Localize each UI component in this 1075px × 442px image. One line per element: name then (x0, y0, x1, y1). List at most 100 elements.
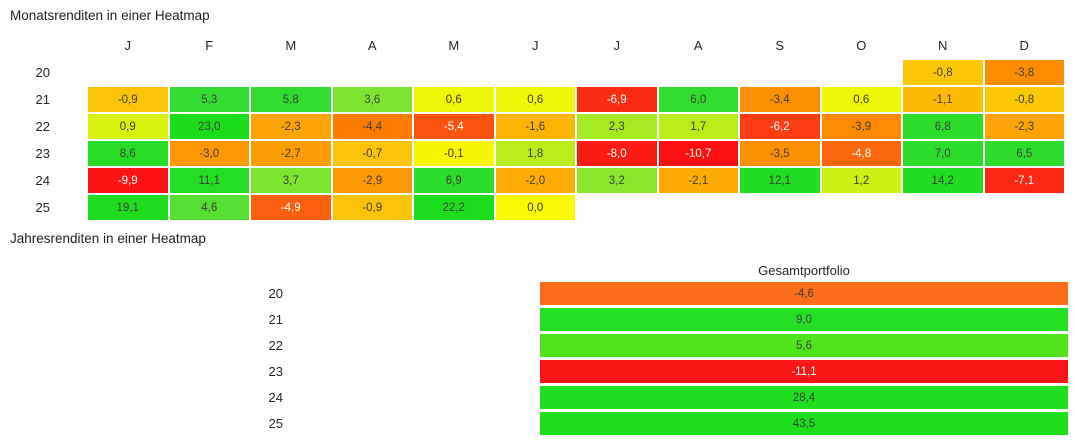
monthly-corner-spacer (0, 33, 86, 58)
empty-cell (88, 60, 168, 85)
monthly-return-cell[interactable]: 3,2 (577, 168, 657, 193)
yearly-heatmap-column-header: Gesamtportfolio (758, 262, 850, 278)
monthly-heatmap: J F M A M J J A S O N D 20 -0,8 -3,8 21 -0,9 5,3 5,8 3,6 0,6… (0, 33, 1064, 220)
empty-cell (333, 60, 413, 85)
monthly-return-cell[interactable]: -4,4 (332, 114, 412, 139)
monthly-return-cell[interactable]: -8,0 (577, 141, 657, 166)
row-spacer (283, 308, 540, 331)
empty-cell (740, 195, 820, 220)
year-label: 23 (268, 364, 283, 379)
monthly-return-cell[interactable]: -0,1 (414, 141, 494, 166)
monthly-return-cell[interactable]: 12,1 (740, 168, 820, 193)
row-spacer (283, 412, 540, 435)
monthly-return-cell[interactable]: 11,1 (169, 168, 249, 193)
yearly-heatmap: 20 -4,6 21 9,0 22 5,6 23 -11,1 24 28,4 25 43,5 (0, 282, 1068, 435)
monthly-return-cell[interactable]: -0,8 (903, 60, 983, 85)
empty-cell (985, 195, 1065, 220)
month-column-header-7: J (613, 38, 621, 53)
monthly-return-cell[interactable]: 22,2 (414, 195, 494, 220)
monthly-return-cell[interactable]: -2,1 (658, 168, 738, 193)
row-spacer (283, 360, 540, 383)
monthly-return-cell[interactable]: -0,7 (332, 141, 412, 166)
monthly-return-cell[interactable]: 5,3 (169, 87, 249, 112)
empty-cell (170, 60, 250, 85)
yearly-return-cell[interactable]: -11,1 (540, 360, 1068, 383)
monthly-return-cell[interactable]: 1,2 (821, 168, 901, 193)
monthly-return-cell[interactable]: 0,6 (414, 87, 494, 112)
monthly-return-cell[interactable]: -0,9 (332, 195, 412, 220)
monthly-return-cell[interactable]: 5,8 (251, 87, 331, 112)
monthly-return-cell[interactable]: -1,1 (903, 87, 983, 112)
year-label: 22 (268, 338, 283, 353)
monthly-return-cell[interactable]: 8,6 (88, 141, 168, 166)
year-label: 21 (268, 312, 283, 327)
monthly-return-cell[interactable]: -6,9 (577, 87, 657, 112)
yearly-return-cell[interactable]: 5,6 (540, 334, 1068, 357)
month-column-header-8: A (693, 38, 703, 53)
monthly-return-cell[interactable]: -4,9 (251, 195, 331, 220)
monthly-return-cell[interactable]: 3,7 (251, 168, 331, 193)
year-label: 22 (35, 119, 50, 134)
row-spacer (283, 282, 540, 305)
year-label: 25 (268, 416, 283, 431)
empty-cell (822, 195, 902, 220)
monthly-return-cell[interactable]: -3,8 (984, 60, 1064, 85)
monthly-return-cell[interactable]: -3,0 (169, 141, 249, 166)
yearly-return-cell[interactable]: 9,0 (540, 308, 1068, 331)
month-column-header-3: M (285, 38, 297, 53)
monthly-return-cell[interactable]: -2,9 (332, 168, 412, 193)
monthly-return-cell[interactable]: -6,2 (740, 114, 820, 139)
monthly-return-cell[interactable]: -2,0 (495, 168, 575, 193)
empty-cell (659, 60, 739, 85)
monthly-return-cell[interactable]: 6,5 (984, 141, 1064, 166)
monthly-return-cell[interactable]: 6,9 (414, 168, 494, 193)
monthly-return-cell[interactable]: 19,1 (88, 195, 168, 220)
yearly-return-cell[interactable]: 28,4 (540, 386, 1068, 409)
year-label: 20 (35, 65, 50, 80)
year-label: 24 (35, 173, 50, 188)
monthly-return-cell[interactable]: -2,3 (984, 114, 1064, 139)
monthly-return-cell[interactable]: 14,2 (903, 168, 983, 193)
monthly-return-cell[interactable]: -10,7 (658, 141, 738, 166)
empty-cell (577, 60, 657, 85)
monthly-return-cell[interactable]: -4,8 (821, 141, 901, 166)
monthly-return-cell[interactable]: 6,8 (903, 114, 983, 139)
year-label: 24 (268, 390, 283, 405)
year-label: 23 (35, 146, 50, 161)
monthly-return-cell[interactable]: -7,1 (984, 168, 1064, 193)
monthly-return-cell[interactable]: -0,8 (984, 87, 1064, 112)
empty-cell (577, 195, 657, 220)
monthly-return-cell[interactable]: -1,6 (495, 114, 575, 139)
monthly-return-cell[interactable]: -3,4 (740, 87, 820, 112)
monthly-return-cell[interactable]: 6,0 (658, 87, 738, 112)
yearly-return-cell[interactable]: -4,6 (540, 282, 1068, 305)
monthly-return-cell[interactable]: 0,0 (495, 195, 575, 220)
yearly-heatmap-title: Jahresrenditen in einer Heatmap (10, 231, 206, 246)
monthly-heatmap-title: Monatsrenditen in einer Heatmap (10, 8, 210, 23)
monthly-return-cell[interactable]: -2,7 (251, 141, 331, 166)
month-column-header-6: J (532, 38, 539, 53)
monthly-return-cell[interactable]: 1,7 (658, 114, 738, 139)
monthly-return-cell[interactable]: -2,3 (251, 114, 331, 139)
monthly-return-cell[interactable]: 2,3 (577, 114, 657, 139)
empty-cell (496, 60, 576, 85)
monthly-return-cell[interactable]: 0,9 (88, 114, 168, 139)
monthly-return-cell[interactable]: 0,6 (821, 87, 901, 112)
empty-cell (251, 60, 331, 85)
monthly-return-cell[interactable]: 0,6 (495, 87, 575, 112)
monthly-return-cell[interactable]: 3,6 (332, 87, 412, 112)
row-spacer (283, 386, 540, 409)
yearly-return-cell[interactable]: 43,5 (540, 412, 1068, 435)
monthly-return-cell[interactable]: -0,9 (88, 87, 168, 112)
monthly-return-cell[interactable]: 4,6 (169, 195, 249, 220)
month-column-header-12: D (1019, 38, 1029, 53)
year-label: 20 (268, 286, 283, 301)
monthly-return-cell[interactable]: 7,0 (903, 141, 983, 166)
monthly-return-cell[interactable]: 23,0 (169, 114, 249, 139)
monthly-return-cell[interactable]: -9,9 (88, 168, 168, 193)
monthly-return-cell[interactable]: -5,4 (414, 114, 494, 139)
monthly-return-cell[interactable]: -3,5 (740, 141, 820, 166)
monthly-return-cell[interactable]: -3,9 (821, 114, 901, 139)
monthly-return-cell[interactable]: 1,8 (495, 141, 575, 166)
empty-cell (903, 195, 983, 220)
